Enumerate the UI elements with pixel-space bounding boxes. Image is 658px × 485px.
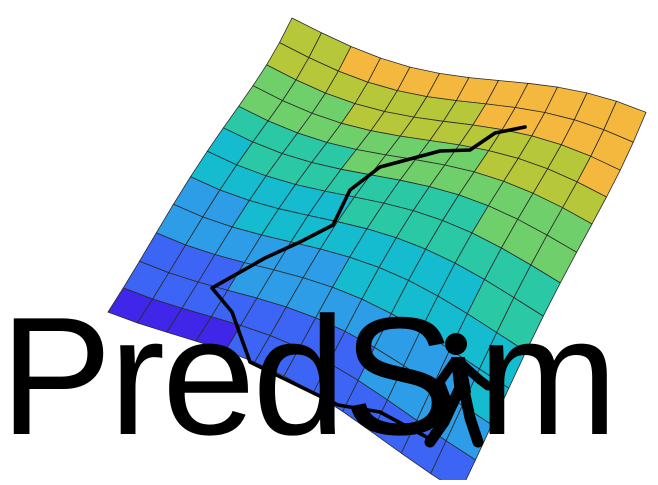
trajectory-path: [210, 125, 527, 442]
mesh-cell: [430, 440, 477, 485]
walking-person-icon: [424, 333, 493, 448]
surface-mesh-cells: [107, 17, 647, 485]
